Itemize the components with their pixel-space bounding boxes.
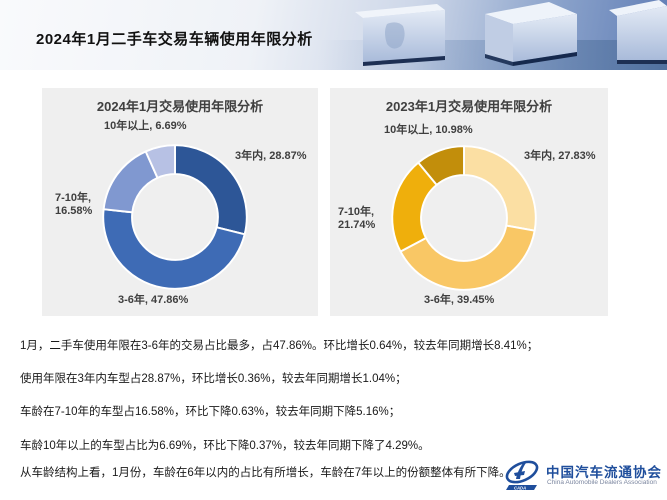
org-name-cn: 中国汽车流通协会 [546, 465, 662, 480]
cada-logo: CADA 中国汽车流通协会 China Automobile Dealers A… [503, 459, 663, 495]
donut-chart-2023 [391, 145, 537, 291]
decor-cubes [317, 0, 667, 70]
slice-label-3-6yr: 3-6年, 47.86% [118, 294, 189, 306]
cube-right [609, 0, 667, 64]
summary-line-1: 1月，二手车使用年限在3-6年的交易占比最多，占47.86%。环比增长0.64%… [20, 340, 539, 352]
slice-label-3yr: 3年内, 28.87% [235, 150, 307, 162]
slice-label-7-10yr: 7-10年, 16.58% [55, 192, 93, 217]
donut-slice-1 [399, 224, 536, 291]
summary-line-3: 车龄在7-10年的车型占16.58%，环比下降0.63%，较去年同期下降5.16… [20, 406, 401, 418]
slice-label-10yr-plus: 10年以上, 6.69% [104, 120, 187, 132]
slice-label-3-6yr: 3-6年, 39.45% [424, 294, 495, 306]
summary-line-5: 从车龄结构上看，1月份，车龄在6年以内的占比有所增长，车龄在7年以上的份额整体有… [20, 467, 511, 479]
chart-title-2023: 2023年1月交易使用年限分析 [385, 99, 553, 114]
chart-panel-2024: 2024年1月交易使用年限分析 3年内, 28.87% 3-6年, 47.86%… [42, 88, 318, 316]
slice-label-3yr: 3年内, 27.83% [524, 150, 596, 162]
donut-slice-1 [102, 208, 246, 290]
org-name-en: China Automobile Dealers Association [547, 479, 657, 486]
page-title: 2024年1月二手车交易车辆使用年限分析 [36, 31, 313, 48]
chart-panel-2023: 2023年1月交易使用年限分析 3年内, 27.83% 3-6年, 39.45%… [330, 88, 608, 316]
cube-left [355, 4, 445, 66]
donut-slice-3 [417, 145, 465, 186]
chart-title-2024: 2024年1月交易使用年限分析 [96, 99, 264, 114]
donut-slice-3 [144, 144, 176, 179]
summary-line-4: 车龄10年以上的车型占比为6.69%，环比下降0.37%，较去年同期下降了4.2… [20, 440, 430, 452]
cada-emblem-icon: CADA [505, 460, 539, 490]
cube-middle [485, 2, 577, 66]
slice-label-10yr-plus: 10年以上, 10.98% [384, 124, 473, 136]
slice-label-7-10yr: 7-10年, 21.74% [338, 206, 376, 231]
donut-chart-2024 [102, 144, 248, 290]
header-banner: 2024年1月二手车交易车辆使用年限分析 [0, 0, 667, 70]
cada-acronym: CADA [514, 485, 526, 490]
summary-line-2: 使用年限在3年内车型占28.87%，环比增长0.36%，较去年同期增长1.04%… [20, 373, 407, 385]
